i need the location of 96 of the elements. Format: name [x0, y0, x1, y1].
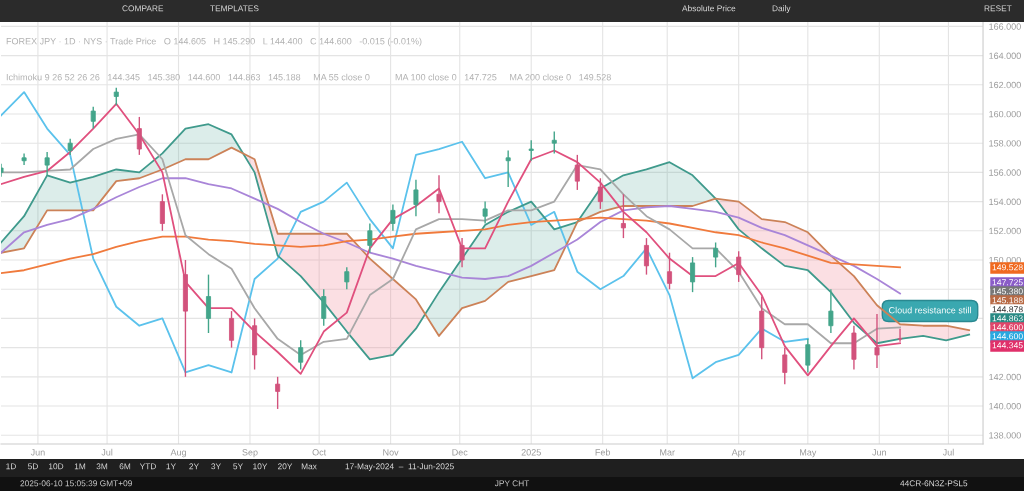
text: 144.345: [992, 342, 1023, 349]
candlestick: [620, 193, 626, 239]
y-tick-label: 152.000: [989, 227, 1021, 235]
x-tick-label: Sep: [242, 449, 258, 458]
candlestick: [551, 130, 557, 155]
y-tick-label: 166.000: [989, 23, 1021, 30]
text: Max: [301, 463, 317, 470]
text: 10Y: [253, 463, 268, 470]
text: Absolute Price: [682, 5, 736, 12]
text: TEMPLATES: [210, 5, 259, 12]
text: 6M: [119, 463, 131, 470]
line-series: [1, 177, 901, 295]
candlestick: [298, 339, 304, 371]
candlestick: [229, 310, 235, 349]
x-tick-label: Oct: [312, 449, 327, 456]
text: 20Y: [278, 463, 293, 470]
text: COMPARE: [122, 5, 164, 12]
y-tick-label: 142.000: [989, 373, 1021, 381]
candlestick: [344, 266, 350, 290]
text: 17-May-2024 – 11-Jun-2025: [345, 463, 454, 471]
candlestick: [413, 179, 419, 217]
x-tick-label: Jun: [872, 449, 886, 456]
text: 144.863: [992, 315, 1023, 322]
x-tick-label: 2025: [521, 449, 541, 456]
text: 1D: [6, 463, 16, 470]
x-tick-label: May: [800, 449, 817, 458]
line-series: [1, 216, 901, 275]
candlestick: [690, 256, 696, 293]
y-tick-label: 162.000: [989, 81, 1021, 89]
candlestick: [459, 237, 465, 269]
text: 149.528: [992, 264, 1023, 271]
candlestick: [805, 338, 811, 374]
text: 144.600: [992, 333, 1023, 340]
x-tick-label: Jul: [942, 448, 954, 456]
candlestick: [275, 376, 281, 410]
candlestick: [574, 154, 580, 191]
candlestick: [21, 152, 27, 166]
x-tick-label: Feb: [595, 448, 611, 456]
y-tick-label: 140.000: [989, 403, 1021, 410]
x-tick-label: Jun: [30, 449, 45, 456]
candlestick: [505, 149, 511, 188]
text: 145.188: [992, 297, 1023, 304]
candlestick: [205, 273, 211, 334]
x-tick-label: Aug: [170, 449, 186, 458]
text: 1M: [74, 463, 86, 470]
x-tick-label: Jul: [101, 448, 113, 456]
candlestick: [321, 288, 327, 327]
y-tick-label: 156.000: [989, 169, 1021, 176]
text: 144.878: [992, 306, 1023, 313]
candlestick: [713, 241, 719, 269]
text: 3M: [96, 463, 108, 470]
y-tick-label: 160.000: [989, 110, 1021, 118]
candlestick: [90, 105, 96, 130]
text: Ichimoku 9 26 52 26 26 144.345 145.380 144.600 144.863 145.188 MA 55 close 0 MA 100 close 0 147.725 MA 200 close 0 149.528: [6, 73, 611, 81]
text: Daily: [772, 5, 791, 13]
candlestick: [597, 177, 603, 210]
text: 5D: [28, 463, 38, 470]
y-tick-label: 150.000: [989, 256, 1021, 264]
y-tick-label: 138.000: [989, 432, 1021, 439]
text: 1Y: [166, 463, 176, 470]
text: YTD: [139, 463, 156, 470]
x-tick-label: Mar: [660, 449, 675, 456]
candlestick: [874, 313, 880, 369]
text: JPY CHT: [494, 480, 530, 487]
candlestick: [828, 288, 834, 334]
text: RESET: [984, 5, 1012, 12]
candlestick: [390, 203, 396, 232]
candlestick: [136, 116, 142, 156]
line-series: [1, 146, 971, 337]
text: 2025-06-10 15:05:39 GMT+09: [20, 480, 132, 487]
y-tick-label: 154.000: [989, 198, 1021, 205]
text: 5Y: [233, 463, 243, 470]
candlestick: [643, 237, 649, 276]
text: 3Y: [211, 463, 221, 470]
text: 147.725: [992, 279, 1023, 286]
annotation: Cloud resistance still: [889, 306, 971, 314]
candlestick: [482, 200, 488, 225]
text: 44CR-6N3Z-PSL5: [900, 480, 968, 487]
text: 10D: [48, 463, 64, 470]
candlestick: [897, 328, 903, 343]
x-tick-label: Apr: [731, 449, 746, 458]
text: 144.600: [992, 324, 1023, 331]
candlestick: [667, 252, 673, 290]
y-tick-label: 164.000: [989, 52, 1021, 59]
candlestick: [528, 139, 534, 162]
candlestick: [736, 250, 742, 283]
candlestick: [44, 151, 50, 177]
x-tick-label: Nov: [383, 449, 399, 456]
text: 145.380: [992, 288, 1023, 295]
candlestick: [159, 193, 165, 232]
candlestick: [436, 174, 442, 214]
candlestick: [782, 346, 788, 385]
text: 2Y: [189, 463, 199, 470]
candlestick: [367, 222, 373, 254]
y-tick-label: 158.000: [989, 140, 1021, 147]
x-tick-label: Dec: [452, 449, 468, 456]
